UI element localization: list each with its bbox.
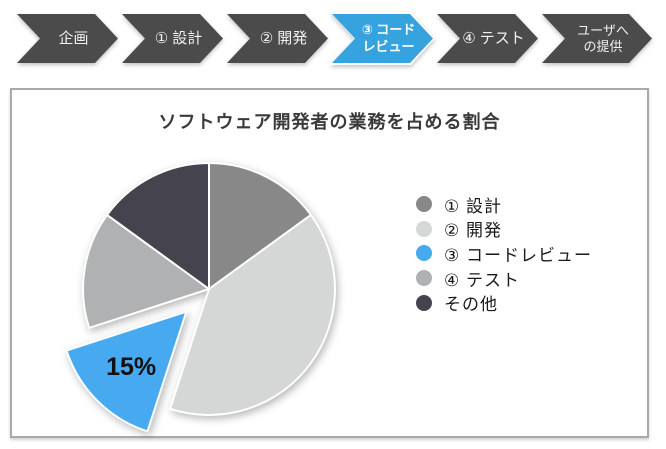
flow-step-label: ④ テスト — [462, 29, 525, 47]
legend-swatch-icon — [416, 196, 432, 213]
legend-item-design: ① 設計 — [416, 192, 592, 217]
legend-label: ① 設計 — [444, 196, 502, 216]
legend-swatch-icon — [416, 270, 432, 287]
legend-swatch-icon — [416, 245, 432, 262]
legend-swatch-icon — [416, 294, 432, 311]
process-flow: 企画 ① 設計 ② 開発 ③ コード レビュー ④ テスト ユーザへ の提供 — [0, 0, 666, 80]
chart-legend: ① 設計 ② 開発 ③ コードレビュー ④ テスト その他 — [416, 192, 592, 315]
flow-step-code-review-body: ③ コード レビュー — [332, 14, 433, 63]
legend-label: ④ テスト — [444, 270, 520, 290]
pie-chart: 15% — [65, 162, 336, 433]
flow-step-planning: 企画 — [17, 14, 118, 63]
pie-slice-4 — [106, 162, 210, 290]
legend-item-code-review: ③ コードレビュー — [416, 241, 592, 266]
flow-step-code-review-active: ③ コード レビュー — [330, 12, 435, 65]
flow-step-label: の提供 — [583, 38, 623, 54]
pie-slice-0 — [208, 162, 312, 290]
chart-title: ソフトウェア開発者の業務を占める割合 — [158, 112, 501, 132]
legend-label: その他 — [444, 295, 498, 315]
legend-item-other: その他 — [416, 290, 592, 315]
flow-step-label: ① 設計 — [154, 29, 203, 47]
legend-swatch-icon — [416, 220, 432, 237]
legend-label: ③ コードレビュー — [444, 245, 592, 265]
flow-step-design: ① 設計 — [122, 14, 223, 63]
pie-slice-3 — [82, 213, 210, 329]
legend-item-test: ④ テスト — [416, 266, 592, 291]
pie-slice-label: 15% — [106, 353, 156, 381]
flow-step-label: ③ コード — [361, 22, 416, 38]
pie-slice-2 — [65, 310, 188, 433]
legend-item-development: ② 開発 — [416, 217, 592, 242]
chart-panel: ソフトウェア開発者の業務を占める割合 15% ① 設計 ② 開発 ③ コードレビ… — [10, 88, 649, 438]
legend-label: ② 開発 — [444, 221, 502, 241]
flow-step-label: ユーザへ — [577, 22, 629, 38]
flow-step-label: ② 開発 — [259, 29, 308, 47]
pie-slice-1 — [169, 213, 336, 416]
flow-step-delivery: ユーザへ の提供 — [542, 14, 652, 63]
flow-step-label: レビュー — [362, 38, 415, 54]
flow-step-label: 企画 — [58, 29, 89, 47]
flow-step-test: ④ テスト — [437, 14, 538, 63]
flow-step-development: ② 開発 — [227, 14, 328, 63]
